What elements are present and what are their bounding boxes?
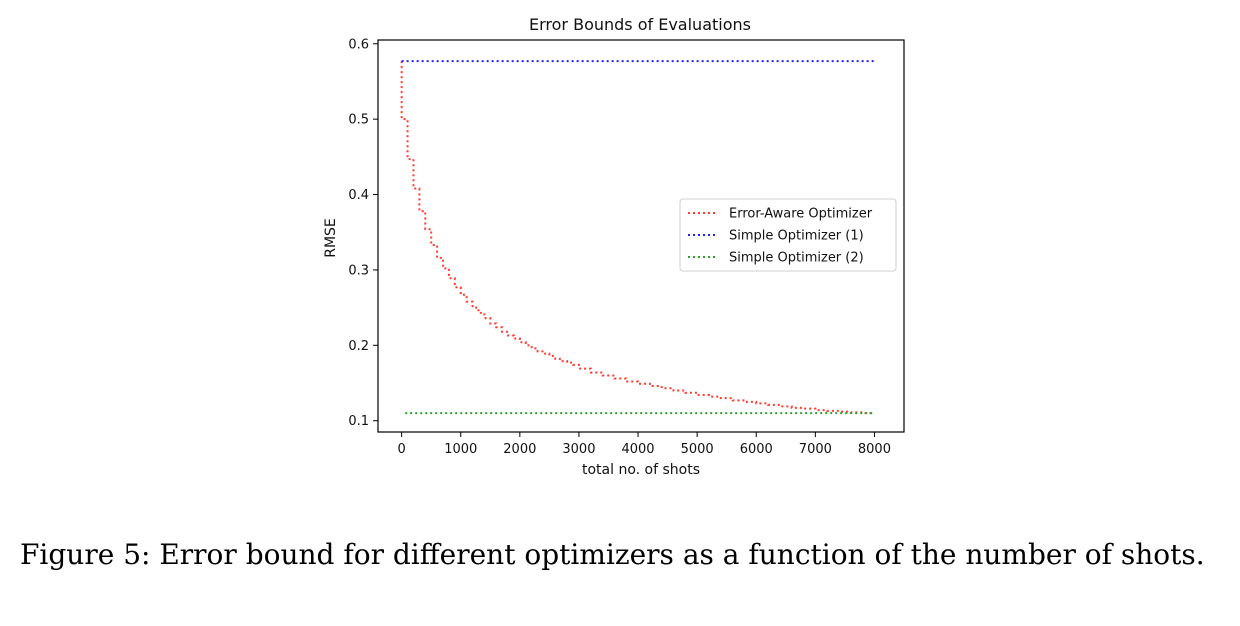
y-tick-label: 0.4 (348, 188, 369, 203)
x-axis: 0 1000 2000 3000 4000 5000 6000 7000 8000 (397, 432, 891, 457)
x-tick-label: 8000 (858, 442, 891, 457)
chart-title: Error Bounds of Evaluations (529, 15, 751, 34)
y-axis-label: RMSE (323, 218, 339, 258)
x-tick-label: 4000 (621, 442, 654, 457)
legend-label: Simple Optimizer (1) (729, 229, 864, 244)
x-tick-label: 5000 (681, 442, 714, 457)
x-tick-label: 2000 (503, 442, 536, 457)
x-tick-label: 1000 (444, 442, 477, 457)
y-tick-label: 0.6 (348, 37, 369, 52)
figure-caption: Figure 5: Error bound for different opti… (20, 538, 1205, 571)
y-tick-label: 0.5 (348, 113, 369, 128)
y-tick-label: 0.2 (348, 339, 369, 354)
y-axis: 0.1 0.2 0.3 0.4 0.5 0.6 (348, 37, 378, 429)
x-tick-label: 7000 (799, 442, 832, 457)
x-tick-label: 6000 (740, 442, 773, 457)
legend: Error-Aware Optimizer Simple Optimizer (1… (679, 198, 897, 272)
legend-label: Error-Aware Optimizer (729, 207, 873, 222)
x-tick-label: 0 (397, 442, 405, 457)
series-layer (400, 60, 875, 415)
y-tick-label: 0.1 (348, 414, 369, 429)
legend-label: Simple Optimizer (2) (729, 251, 864, 266)
x-tick-label: 3000 (562, 442, 595, 457)
x-axis-label: total no. of shots (582, 462, 700, 478)
legend-box (679, 198, 897, 272)
y-tick-label: 0.3 (348, 263, 369, 278)
plot-area-frame (377, 39, 905, 433)
chart: Error Bounds of Evaluations 0 1000 2000 300… (323, 15, 905, 478)
